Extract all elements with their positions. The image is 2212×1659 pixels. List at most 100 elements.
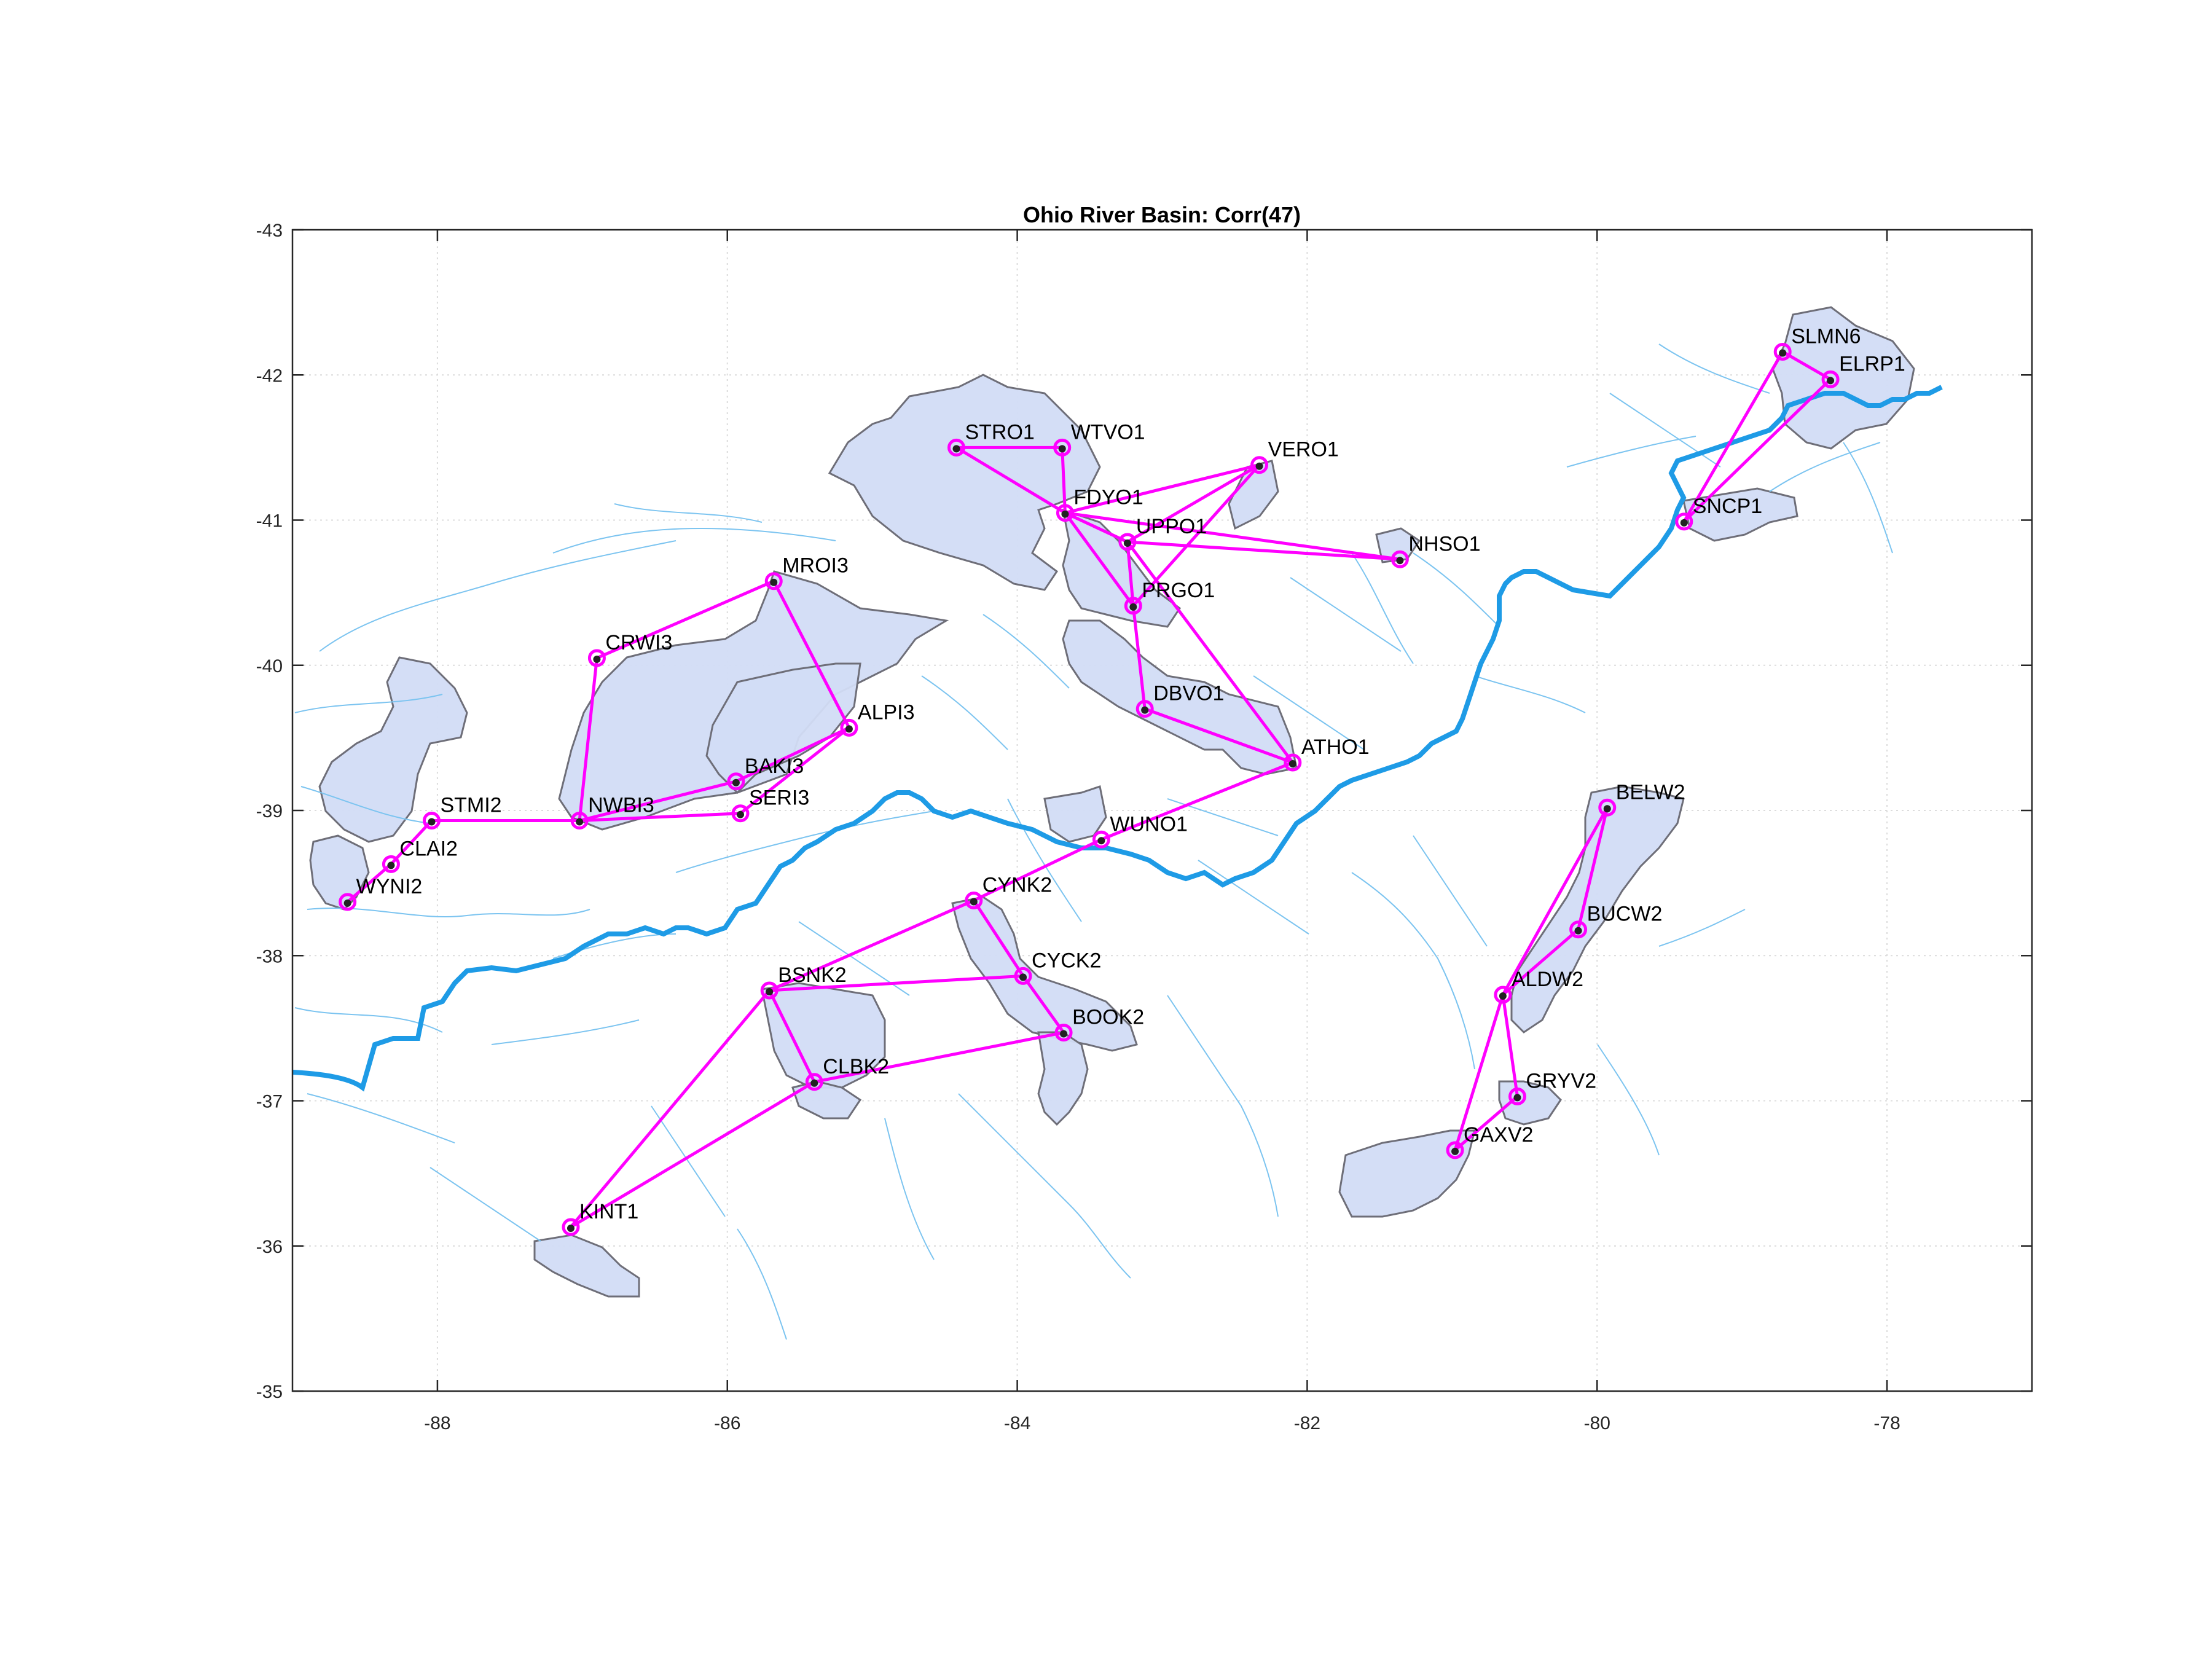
station-label: FDYO1 bbox=[1073, 486, 1143, 509]
station-prgo1[interactable]: PRGO1 bbox=[1124, 579, 1215, 615]
station-gauge-dot bbox=[428, 818, 436, 826]
station-wtvo1[interactable]: WTVO1 bbox=[1053, 420, 1145, 457]
station-nwbi3[interactable]: NWBI3 bbox=[570, 794, 654, 830]
station-cynk2[interactable]: CYNK2 bbox=[965, 873, 1052, 909]
station-alpi3[interactable]: ALPI3 bbox=[840, 700, 915, 737]
station-label: CYNK2 bbox=[982, 873, 1052, 896]
y-tick-label: -35 bbox=[256, 1382, 283, 1402]
station-gauge-dot bbox=[970, 898, 978, 906]
station-slmn6[interactable]: SLMN6 bbox=[1773, 324, 1861, 361]
station-ring-marker bbox=[1821, 370, 1840, 388]
station-wuno1[interactable]: WUNO1 bbox=[1092, 812, 1188, 849]
station-ring-marker bbox=[1014, 967, 1032, 985]
network-link-slmn6-elrp1 bbox=[1781, 350, 1832, 381]
station-ring-marker bbox=[760, 981, 779, 1000]
station-gauge-dot bbox=[1451, 1147, 1459, 1155]
station-gaxv2[interactable]: GAXV2 bbox=[1446, 1123, 1533, 1159]
station-label: WUNO1 bbox=[1110, 812, 1188, 836]
network-link-gryv2-gaxv2 bbox=[1453, 1094, 1519, 1152]
station-ring-marker bbox=[422, 812, 441, 830]
network-link-fdyo1-uppo1 bbox=[1063, 511, 1129, 544]
station-mroi3[interactable]: MROI3 bbox=[764, 554, 849, 590]
station-dbvo1[interactable]: DBVO1 bbox=[1135, 682, 1224, 718]
station-ring-marker bbox=[727, 772, 745, 791]
network-link-atho1-wuno1 bbox=[1099, 761, 1295, 841]
station-atho1[interactable]: ATHO1 bbox=[1284, 735, 1370, 772]
station-gauge-dot bbox=[1574, 927, 1582, 935]
network-link-aldw2-bucw2 bbox=[1501, 928, 1580, 997]
station-stro1[interactable]: STRO1 bbox=[947, 420, 1035, 457]
tributaries bbox=[294, 343, 1893, 1340]
basin-stmi2-clai2 bbox=[318, 656, 468, 843]
station-vero1[interactable]: VERO1 bbox=[1250, 438, 1339, 474]
station-gauge-dot bbox=[1141, 706, 1149, 714]
network-link-vero1-prgo1 bbox=[1131, 463, 1261, 608]
station-gauge-dot bbox=[567, 1225, 575, 1233]
station-gauge-dot bbox=[576, 818, 584, 826]
network-link-stmi2-clai2 bbox=[389, 819, 433, 866]
station-clbk2[interactable]: CLBK2 bbox=[805, 1055, 889, 1091]
x-tick-label: -88 bbox=[424, 1413, 450, 1433]
station-stmi2[interactable]: STMI2 bbox=[422, 794, 502, 830]
network-link-wuno1-cynk2 bbox=[972, 837, 1103, 902]
station-label: CLBK2 bbox=[823, 1055, 889, 1078]
network-link-cynk2-bsnk2 bbox=[767, 898, 976, 992]
station-label: PRGO1 bbox=[1142, 579, 1215, 602]
y-tick-label: -43 bbox=[256, 221, 283, 241]
station-ring-marker bbox=[1124, 597, 1142, 615]
basin-slmn6-elrp1 bbox=[1771, 306, 1915, 450]
network-link-fdyo1-prgo1 bbox=[1063, 511, 1135, 608]
station-belw2[interactable]: BELW2 bbox=[1598, 780, 1685, 817]
station-label: GAXV2 bbox=[1464, 1123, 1533, 1147]
station-ring-marker bbox=[1598, 798, 1617, 817]
station-gauge-dot bbox=[952, 445, 960, 453]
station-aldw2[interactable]: ALDW2 bbox=[1494, 968, 1583, 1004]
station-fdyo1[interactable]: FDYO1 bbox=[1056, 486, 1143, 522]
station-gauge-dot bbox=[810, 1079, 818, 1087]
station-gauge-dot bbox=[1060, 1030, 1068, 1038]
x-tick-label: -84 bbox=[1004, 1413, 1030, 1433]
station-label: NHSO1 bbox=[1408, 532, 1480, 555]
station-ring-marker bbox=[1284, 753, 1302, 772]
network-link-cyck2-book2 bbox=[1021, 974, 1065, 1034]
network-link-nwbi3-seri3 bbox=[578, 812, 742, 823]
station-book2[interactable]: BOOK2 bbox=[1054, 1005, 1144, 1041]
station-ring-marker bbox=[1773, 342, 1792, 361]
correlation-network bbox=[346, 350, 1832, 1229]
station-label: ALPI3 bbox=[858, 700, 915, 724]
station-crwi3[interactable]: CRWI3 bbox=[587, 631, 672, 667]
basin-alpi3 bbox=[705, 662, 861, 794]
station-label: BAKI3 bbox=[745, 755, 804, 778]
basin-stro1 bbox=[828, 374, 1101, 591]
network-link-aldw2-gryv2 bbox=[1501, 993, 1519, 1098]
network-link-cynk2-cyck2 bbox=[972, 898, 1025, 978]
y-tick-label: -38 bbox=[256, 946, 283, 967]
station-gauge-dot bbox=[766, 987, 774, 995]
station-nhso1[interactable]: NHSO1 bbox=[1390, 532, 1481, 568]
network-link-mroi3-crwi3 bbox=[595, 579, 775, 660]
station-wyni2[interactable]: WYNI2 bbox=[339, 875, 423, 911]
station-gauge-dot bbox=[1019, 973, 1027, 981]
network-link-prgo1-dbvo1 bbox=[1131, 604, 1147, 711]
station-clai2[interactable]: CLAI2 bbox=[382, 837, 458, 873]
station-ring-marker bbox=[570, 812, 589, 830]
station-bucw2[interactable]: BUCW2 bbox=[1569, 903, 1663, 939]
station-label: SNCP1 bbox=[1693, 495, 1762, 518]
station-seri3[interactable]: SERI3 bbox=[731, 786, 809, 823]
station-ring-marker bbox=[1675, 512, 1693, 531]
station-ring-marker bbox=[1056, 504, 1074, 522]
station-gauge-dot bbox=[1827, 377, 1835, 385]
station-baki3[interactable]: BAKI3 bbox=[727, 755, 804, 791]
station-kint1[interactable]: KINT1 bbox=[562, 1200, 638, 1236]
station-elrp1[interactable]: ELRP1 bbox=[1821, 352, 1905, 388]
basin-gryv2 bbox=[1498, 1080, 1562, 1126]
station-gryv2[interactable]: GRYV2 bbox=[1508, 1069, 1596, 1105]
station-sncp1[interactable]: SNCP1 bbox=[1675, 495, 1762, 531]
station-bsnk2[interactable]: BSNK2 bbox=[760, 963, 847, 1000]
y-tick-label: -37 bbox=[256, 1092, 283, 1112]
station-uppo1[interactable]: UPPO1 bbox=[1118, 515, 1207, 551]
network-link-uppo1-prgo1 bbox=[1126, 540, 1135, 608]
station-cyck2[interactable]: CYCK2 bbox=[1014, 949, 1101, 985]
station-label: CRWI3 bbox=[605, 631, 672, 654]
station-ring-marker bbox=[587, 649, 606, 667]
